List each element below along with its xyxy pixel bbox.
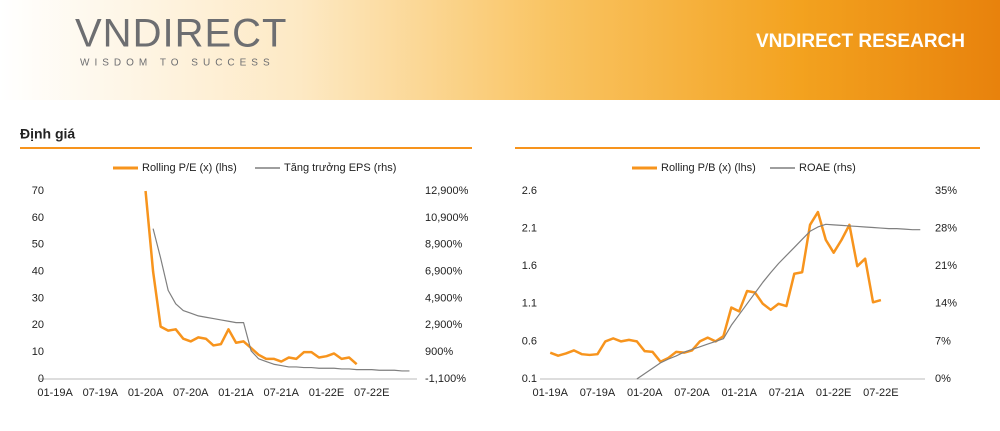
y-tick-label: 0.6: [522, 335, 537, 347]
y-tick-label: 2.1: [522, 223, 537, 235]
legend-label: ROAE (rhs): [799, 162, 856, 174]
y-tick-label: 50: [32, 239, 44, 251]
y2-tick-label: 7%: [935, 335, 951, 347]
y2-tick-label: 28%: [935, 223, 957, 235]
x-tick-label: 07-21A: [264, 387, 300, 399]
series-line: [144, 190, 358, 366]
legend-label: Rolling P/B (x) (lhs): [661, 162, 756, 174]
y2-tick-label: 4,900%: [425, 292, 463, 304]
y-tick-label: 1.1: [522, 298, 537, 310]
y-tick-label: 30: [32, 292, 44, 304]
y2-tick-label: 21%: [935, 260, 957, 272]
x-tick-label: 01-20A: [627, 387, 663, 399]
y-tick-label: 70: [32, 185, 44, 197]
x-tick-label: 01-19A: [37, 387, 73, 399]
x-tick-label: 01-21A: [721, 387, 757, 399]
y2-tick-label: 10,900%: [425, 212, 469, 224]
y2-tick-label: 6,900%: [425, 265, 463, 277]
series-line: [152, 228, 410, 372]
y2-tick-label: 14%: [935, 298, 957, 310]
y-tick-label: 20: [32, 319, 44, 331]
x-tick-label: 01-20A: [128, 387, 164, 399]
y2-tick-label: 8,900%: [425, 239, 463, 251]
x-tick-label: 07-21A: [769, 387, 805, 399]
x-tick-label: 07-22E: [354, 387, 389, 399]
section-title: Định giá: [20, 126, 75, 142]
x-tick-label: 01-19A: [532, 387, 568, 399]
legend-label: Tăng trưởng EPS (rhs): [284, 162, 396, 174]
x-tick-label: 01-21A: [218, 387, 254, 399]
x-tick-label: 07-22E: [863, 387, 898, 399]
y2-tick-label: 12,900%: [425, 185, 469, 197]
y-tick-label: 0.1: [522, 373, 537, 385]
header-band: [0, 0, 1000, 100]
y2-tick-label: -1,100%: [425, 373, 466, 385]
series-line: [549, 210, 882, 363]
logo: VNDIRECT: [75, 12, 287, 56]
y2-tick-label: 0%: [935, 373, 951, 385]
header-title: VNDIRECT RESEARCH: [756, 31, 965, 52]
y2-tick-label: 900%: [425, 346, 453, 358]
x-tick-label: 07-19A: [83, 387, 119, 399]
y-tick-label: 60: [32, 212, 44, 224]
legend-label: Rolling P/E (x) (lhs): [142, 162, 237, 174]
x-tick-label: 07-19A: [580, 387, 616, 399]
x-tick-label: 07-20A: [674, 387, 710, 399]
x-tick-label: 01-22E: [816, 387, 851, 399]
y2-tick-label: 35%: [935, 185, 957, 197]
y-tick-label: 1.6: [522, 260, 537, 272]
y-tick-label: 10: [32, 346, 44, 358]
y-tick-label: 0: [38, 373, 44, 385]
y2-tick-label: 2,900%: [425, 319, 463, 331]
tagline: WISDOM TO SUCCESS: [80, 58, 275, 69]
series-line: [636, 223, 921, 380]
x-tick-label: 01-22E: [309, 387, 344, 399]
x-tick-label: 07-20A: [173, 387, 209, 399]
y-tick-label: 2.6: [522, 185, 537, 197]
y-tick-label: 40: [32, 265, 44, 277]
